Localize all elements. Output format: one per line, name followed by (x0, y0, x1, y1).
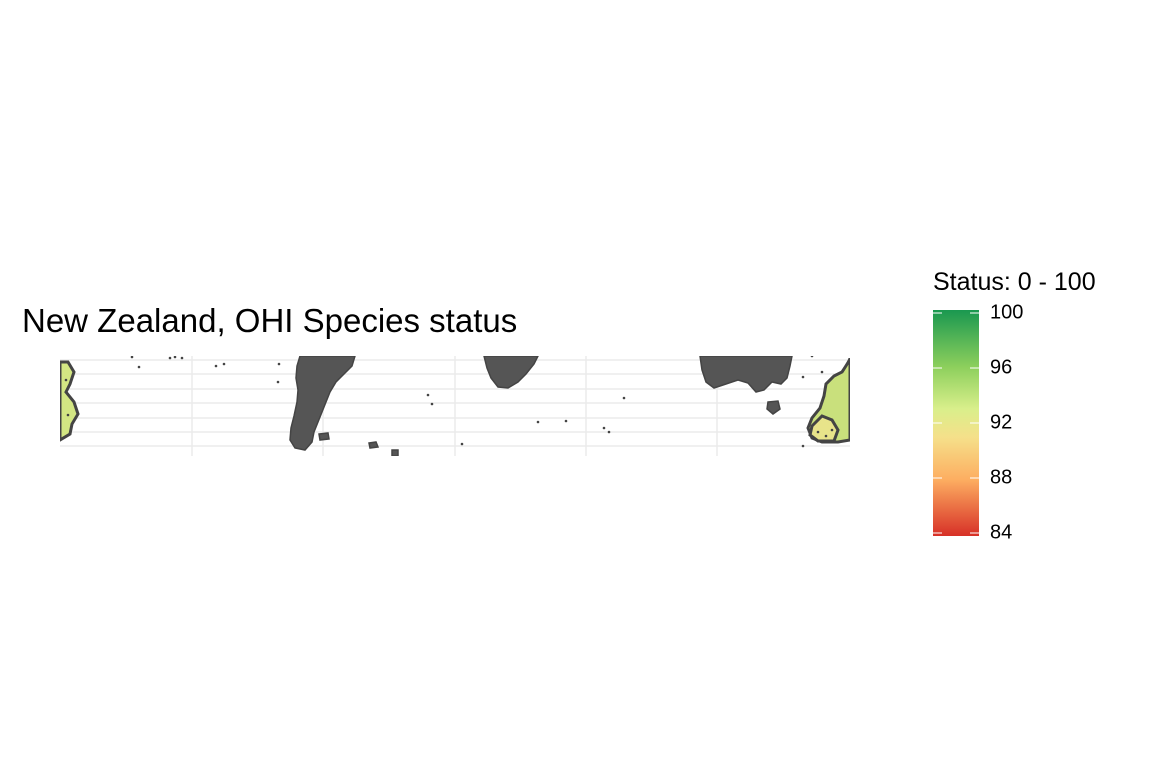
region-nz-west-wrap (60, 360, 80, 442)
legend-title: Status: 0 - 100 (933, 268, 1096, 296)
landmass-africa (483, 356, 539, 389)
legend-tick-label: 84 (990, 521, 1013, 544)
legend-tick-label: 92 (990, 411, 1013, 434)
landmass-islet (391, 449, 399, 456)
legend-tick-label: 100 (990, 301, 1024, 324)
landmass-islet (368, 441, 380, 449)
landmass-south-america (289, 356, 356, 451)
region-nz-south (808, 414, 840, 443)
small-islands (64, 356, 834, 448)
landmass-tasmania (766, 400, 781, 415)
legend-tick-label: 96 (990, 356, 1013, 379)
legend-colorbar (933, 310, 979, 536)
legend-tick-label: 88 (990, 466, 1013, 489)
landmass-australia (699, 356, 793, 393)
landmass-falklands (318, 432, 330, 441)
plot-title: New Zealand, OHI Species status (22, 302, 518, 339)
